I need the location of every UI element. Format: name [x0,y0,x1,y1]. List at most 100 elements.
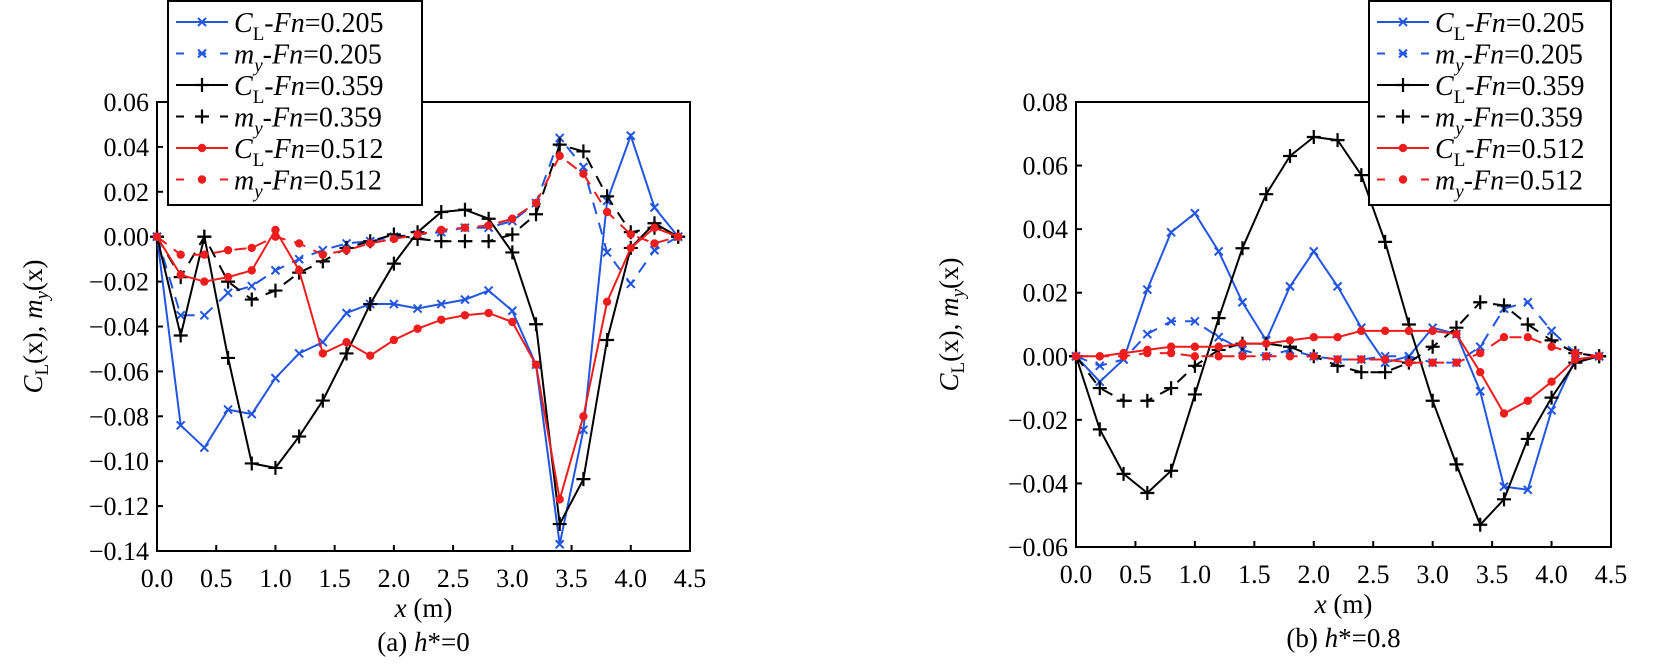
data-point-x-marker [1213,332,1224,342]
data-point-dot-marker [1166,342,1176,351]
legend-subscript: y [252,56,263,77]
data-point-dot-marker [200,277,209,286]
x-tick-label: 3.0 [1416,560,1449,589]
data-point-dot-marker [1523,333,1532,342]
legend: CL-Fn=0.205my-Fn=0.205CL-Fn=0.359my-Fn=0… [1368,0,1612,206]
data-point-x-marker [1475,342,1485,352]
legend-value: =0.359 [1504,103,1583,134]
legend-subscript: y [252,119,263,140]
data-point-dot-marker [460,311,470,320]
y-tick-label: 0.04 [1023,215,1069,244]
data-point-dot-marker [1398,143,1408,153]
data-point-dot-marker [318,250,328,259]
data-point-dot-marker [389,335,399,345]
data-point-dot-marker [1309,333,1318,342]
data-point-plus-marker [1092,381,1107,396]
data-point-plus-marker [1092,422,1107,437]
data-point-dot-marker [626,243,635,253]
data-point-dot-marker [1166,348,1176,358]
data-point-plus-marker [1116,393,1131,408]
y-label-c: C [18,375,48,394]
data-point-plus-marker [1396,78,1410,92]
data-point-plus-marker [268,283,283,298]
legend-fn: Fn [273,71,305,102]
data-point-x-marker [341,308,352,318]
x-tick-label: 1.0 [259,564,292,593]
data-point-dot-marker [1285,336,1295,345]
legend-dash: - [1465,8,1474,39]
data-point-plus-marker [457,202,472,217]
data-point-dot-marker [1119,352,1128,361]
y-tick-label: −0.12 [89,492,149,521]
data-point-x-marker [1237,297,1248,307]
data-point-dot-marker [1404,326,1414,336]
legend-box [1368,0,1612,206]
data-point-dot-marker [1547,377,1556,386]
data-point-dot-marker [1333,355,1342,364]
legend-dash: - [263,166,272,197]
legend-fn: Fn [1474,134,1506,165]
legend-entry: CL-Fn=0.359 [1377,71,1585,108]
data-point-x-marker [483,285,494,296]
legend-value: =0.512 [1504,166,1583,197]
legend-label: my-Fn=0.205 [1435,40,1583,77]
data-point-x-marker [1095,361,1105,371]
x-axis-label: x (m) [1314,589,1373,619]
data-point-dot-marker [197,143,207,153]
data-point-x-marker [1213,246,1224,257]
data-point-dot-marker [342,245,351,255]
data-point-dot-marker [484,308,493,318]
legend-label: CL-Fn=0.359 [1435,71,1585,108]
data-point-x-marker [199,443,210,453]
data-point-dot-marker [200,250,209,259]
data-point-plus-marker [576,472,591,487]
data-point-x-marker [270,373,281,383]
legend-label: CL-Fn=0.205 [234,8,384,45]
legend-symbol: C [234,71,253,102]
data-point-plus-marker [292,429,307,444]
caption-prefix: (a) [377,627,414,657]
data-point-dot-marker [271,225,280,235]
data-point-dot-marker [1476,348,1485,358]
x-tick-label: 0.0 [141,564,174,593]
data-point-plus-marker [221,350,236,365]
legend-value: =0.205 [1506,8,1585,39]
legend-value: =0.205 [305,8,384,39]
y-label-c: C [934,373,964,392]
data-point-plus-marker [195,78,209,92]
data-point-dot-marker [555,151,564,161]
data-point-plus-marker [1354,365,1369,380]
y-tick-label: −0.06 [89,357,149,386]
data-point-dot-marker [579,412,588,421]
legend-entry: my-Fn=0.205 [1377,40,1583,77]
data-point-x-marker [1166,316,1176,327]
legend-dash: - [264,134,273,165]
data-point-x-marker [175,310,186,320]
data-point-dot-marker [1238,339,1247,348]
data-point-plus-marker [339,346,354,361]
x-tick-label: 0.0 [1060,560,1093,589]
data-point-plus-marker [1283,149,1297,164]
y-tick-label: 0.06 [104,88,150,117]
legend-symbol: m [234,103,254,134]
legend-label: CL-Fn=0.512 [1435,134,1585,171]
y-tick-label: −0.06 [1008,533,1068,562]
data-point-dot-marker [579,169,588,179]
data-point-dot-marker [1380,326,1390,336]
data-point-dot-marker [1071,352,1081,361]
data-point-dot-marker [318,349,328,358]
legend-dash: - [264,71,273,102]
data-point-dot-marker [294,239,304,248]
x-var: x [1314,589,1327,619]
data-point-plus-marker [1140,393,1155,408]
x-tick-label: 4.0 [615,564,648,593]
data-point-dot-marker [1452,358,1461,367]
data-point-dot-marker [152,232,162,241]
y-label-m: m [18,299,48,319]
data-point-x-marker [197,17,207,27]
data-point-dot-marker [437,315,446,324]
data-point-dot-marker [176,270,185,280]
data-point-plus-marker [1354,168,1369,183]
data-point-plus-marker [457,234,472,249]
